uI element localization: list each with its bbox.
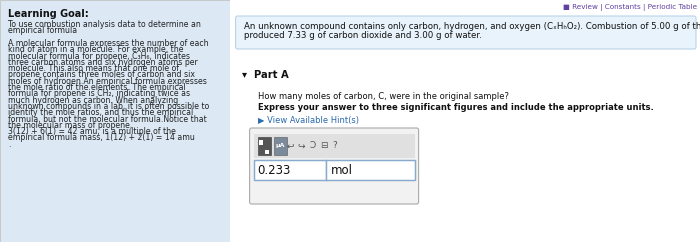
Text: kind of atom in a molecule. For example, the: kind of atom in a molecule. For example,…	[8, 45, 183, 54]
Text: Learning Goal:: Learning Goal:	[8, 9, 89, 19]
Text: propene contains three moles of carbon and six: propene contains three moles of carbon a…	[8, 70, 195, 79]
Bar	[230, 0, 700, 242]
Text: identify the mole ratios, and thus the empirical: identify the mole ratios, and thus the e…	[8, 108, 193, 117]
Bar	[258, 137, 271, 155]
Bar	[274, 137, 286, 155]
Text: ▶ View Available Hint(s): ▶ View Available Hint(s)	[258, 116, 358, 125]
Bar	[258, 140, 262, 145]
Text: ▾  Part A: ▾ Part A	[241, 70, 288, 80]
Text: Ↄ: Ↄ	[309, 142, 316, 151]
Text: Express your answer to three significant figures and include the appropriate uni: Express your answer to three significant…	[258, 103, 653, 112]
FancyBboxPatch shape	[236, 16, 696, 49]
Bar	[253, 160, 414, 180]
Text: the mole ratio of the elements. The empirical: the mole ratio of the elements. The empi…	[8, 83, 186, 92]
Text: ⊟: ⊟	[320, 142, 328, 151]
Text: produced 7.33 g of carbon dioxide and 3.00 g of water.: produced 7.33 g of carbon dioxide and 3.…	[244, 31, 482, 40]
Bar	[326, 160, 414, 180]
Bar	[253, 160, 326, 180]
Text: moles of hydrogen.An empirical formula expresses: moles of hydrogen.An empirical formula e…	[8, 77, 207, 86]
Text: ↩: ↩	[287, 142, 295, 151]
Bar	[253, 134, 414, 158]
Text: unknown compounds in a lab, it is often possible to: unknown compounds in a lab, it is often …	[8, 102, 209, 111]
Text: An unknown compound contains only carbon, hydrogen, and oxygen (CₓHₕO₂). Combust: An unknown compound contains only carbon…	[244, 22, 700, 31]
Bar	[265, 150, 269, 154]
Text: μA: μA	[275, 144, 285, 149]
FancyBboxPatch shape	[250, 128, 419, 204]
Text: .: .	[8, 140, 10, 149]
Text: ↪: ↪	[298, 142, 305, 151]
Text: formula, but not the molecular formula.Notice that: formula, but not the molecular formula.N…	[8, 114, 206, 123]
Text: the molecular mass of propene,: the molecular mass of propene,	[8, 121, 132, 130]
Text: formula for propene is CH₂, indicating twice as: formula for propene is CH₂, indicating t…	[8, 89, 190, 98]
Text: 0.233: 0.233	[258, 164, 291, 176]
Text: ■ Review | Constants | Periodic Table: ■ Review | Constants | Periodic Table	[563, 4, 697, 11]
Text: How many moles of carbon, C, were in the original sample?: How many moles of carbon, C, were in the…	[258, 92, 509, 101]
Text: To use combustion analysis data to determine an: To use combustion analysis data to deter…	[8, 20, 201, 29]
Text: three carbon atoms and six hydrogen atoms per: three carbon atoms and six hydrogen atom…	[8, 58, 197, 67]
Text: empirical formula mass, 1(12) + 2(1) = 14 amu: empirical formula mass, 1(12) + 2(1) = 1…	[8, 133, 195, 142]
Text: molecule. This also means that one mole of: molecule. This also means that one mole …	[8, 64, 179, 73]
Text: 3(12) + 6(1) = 42 amu, is a multiple of the: 3(12) + 6(1) = 42 amu, is a multiple of …	[8, 127, 176, 136]
Text: empirical formula: empirical formula	[8, 26, 77, 35]
Text: mol: mol	[330, 164, 353, 176]
Text: ?: ?	[332, 142, 337, 151]
Text: molecular formula for propene, C₃H₆, indicates: molecular formula for propene, C₃H₆, ind…	[8, 52, 190, 60]
Text: much hydrogen as carbon. When analyzing: much hydrogen as carbon. When analyzing	[8, 96, 178, 105]
Text: A molecular formula expresses the number of each: A molecular formula expresses the number…	[8, 39, 209, 48]
Bar	[0, 0, 230, 242]
